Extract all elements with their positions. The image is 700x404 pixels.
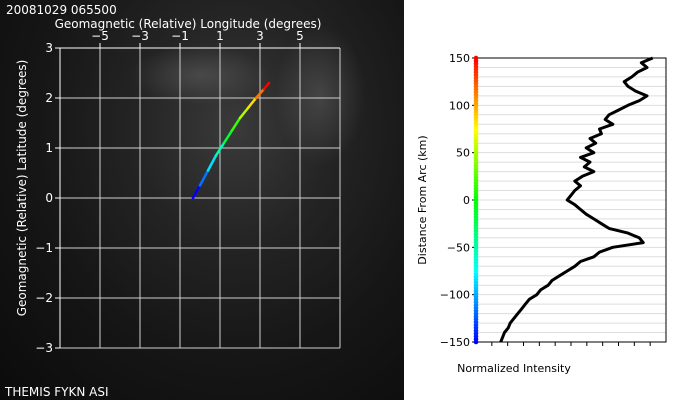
y-tick-label: 1 [45,141,53,155]
sky-map-x-ticks: −5 −3 −1 1 3 5 [91,29,304,48]
arc-segment [206,154,218,172]
profile-x-axis-label: Normalized Intensity [457,362,571,375]
y-tick-label: 2 [45,91,53,105]
y-tick-label: −100 [440,289,470,302]
colorbar-dot [473,55,479,61]
profile-y-ticks: 150 100 50 0 −50 −100 −150 [440,52,476,349]
y-tick-label: −1 [35,241,53,255]
all-sky-image-panel: −5 −3 −1 1 3 5 3 2 1 0 −1 −2 −3 20081029 065500 Geo… [0,0,404,400]
sky-map-y-ticks: 3 2 1 0 −1 −2 −3 [35,41,60,355]
distance-colorbar [473,55,479,345]
arc-segment [214,141,226,157]
sky-map-y-axis-label: Geomagnetic (Relative) Latitude (degrees… [15,60,29,317]
sky-map-grid [59,47,341,349]
x-tick-label: 5 [296,29,304,43]
sky-map-chart: −5 −3 −1 1 3 5 3 2 1 0 −1 −2 −3 20081029 065500 Geo… [4,3,365,399]
y-tick-label: 0 [45,191,53,205]
y-tick-label: −50 [447,241,470,254]
y-tick-label: −3 [35,341,53,355]
arc-segment [222,129,234,145]
x-tick-label: 3 [256,29,264,43]
profile-y-axis-label: Distance From Arc (km) [416,135,429,264]
arc-segment [246,96,258,110]
arc-segment [254,87,266,100]
y-tick-label: 50 [456,147,470,160]
arc-segment [262,81,271,91]
arc-trace [191,81,271,200]
intensity-line [499,56,654,343]
aurora-glow [275,25,365,165]
y-tick-label: −150 [440,336,470,349]
x-tick-label: −1 [171,29,189,43]
y-tick-label: 150 [449,52,470,65]
x-tick-label: −5 [91,29,109,43]
intensity-profile-chart: 150 100 50 0 −50 −100 −150 Normalized Intensit… [416,52,667,375]
arc-segment [191,184,202,200]
arc-segment [238,106,250,120]
x-tick-label: −3 [131,29,149,43]
instrument-caption: THEMIS FYKN ASI [4,385,109,399]
y-tick-label: 3 [45,41,53,55]
arc-segment [198,169,210,187]
sky-map-x-axis-label: Geomagnetic (Relative) Longitude (degree… [55,17,322,31]
y-tick-label: −2 [35,291,53,305]
intensity-profile-panel: 150 100 50 0 −50 −100 −150 Normalized Intensit… [404,0,700,400]
y-tick-label: 100 [449,99,470,112]
aurora-glow [130,45,270,105]
timestamp-label: 20081029 065500 [6,3,117,17]
y-tick-label: 0 [463,194,470,207]
x-tick-label: 1 [216,29,224,43]
arc-segment [230,116,242,132]
